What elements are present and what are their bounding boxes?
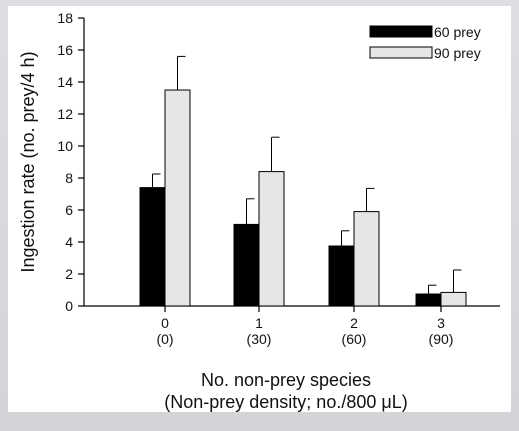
legend-swatch	[369, 46, 433, 59]
bar	[139, 187, 166, 307]
y-tick-label: 10	[57, 138, 73, 154]
legend: 60 prey 90 prey	[369, 24, 481, 61]
bar	[258, 171, 285, 307]
x-tick-sublabel: (90)	[429, 331, 454, 347]
x-tick-sublabel: (30)	[247, 331, 272, 347]
legend-swatch	[369, 25, 433, 38]
bar	[415, 293, 442, 307]
x-axis-title-line1: No. non-prey species	[201, 370, 371, 390]
bars	[139, 89, 467, 307]
x-tick-label: 0	[161, 315, 169, 331]
x-tick-sublabel: (60)	[342, 331, 367, 347]
x-axis-title-line2: (Non-prey density; no./800 μL)	[164, 392, 408, 412]
x-tick-sublabel: (0)	[156, 331, 173, 347]
y-tick-label: 0	[65, 298, 73, 314]
y-tick-label: 18	[57, 10, 73, 26]
y-tick-label: 14	[57, 74, 73, 90]
y-tick-label: 6	[65, 202, 73, 218]
x-tick-label: 1	[255, 315, 263, 331]
error-bars	[152, 55, 462, 294]
y-axis-title: Ingestion rate (no. prey/4 h)	[18, 51, 38, 272]
bar	[164, 89, 191, 307]
bar	[440, 291, 467, 307]
legend-label: 90 prey	[434, 45, 481, 61]
bar	[233, 223, 260, 307]
x-tick-label: 3	[437, 315, 445, 331]
y-tick-label: 4	[65, 234, 73, 250]
y-tick-label: 16	[57, 42, 73, 58]
y-tick-label: 12	[57, 106, 73, 122]
y-tick-label: 8	[65, 170, 73, 186]
legend-label: 60 prey	[434, 24, 481, 40]
x-tick-label: 2	[350, 315, 358, 331]
y-tick-label: 2	[65, 266, 73, 282]
bar	[328, 245, 355, 307]
bar	[353, 211, 380, 307]
